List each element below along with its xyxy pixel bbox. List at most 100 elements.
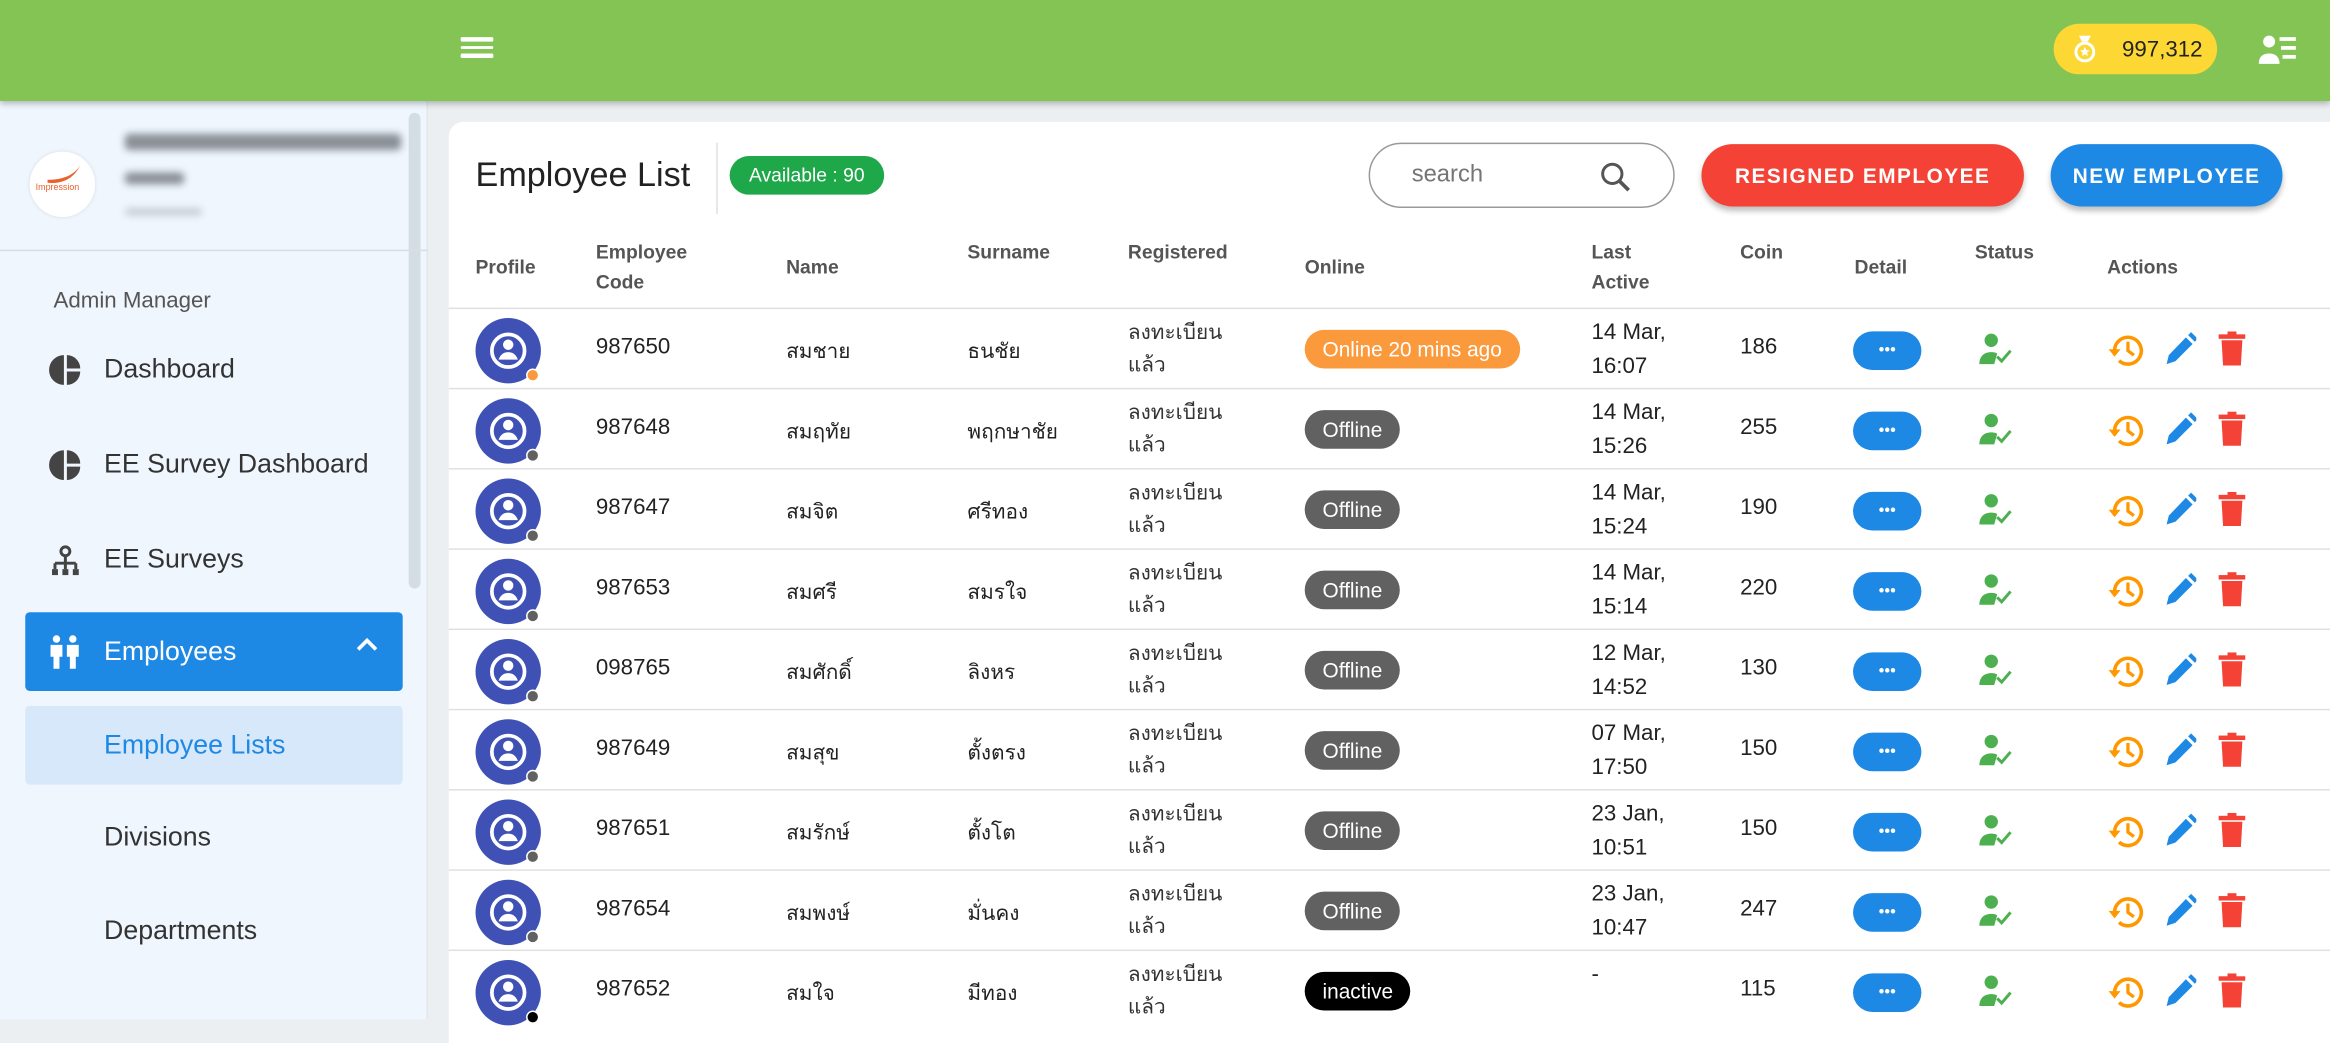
column-header: Status xyxy=(1974,240,2034,264)
column-header: Detail xyxy=(1854,255,1908,278)
detail-button[interactable]: ••• xyxy=(1853,572,1922,611)
edit-pencil-icon[interactable] xyxy=(2164,973,2197,1009)
detail-button[interactable]: ••• xyxy=(1853,411,1922,451)
avatar[interactable] xyxy=(475,478,541,544)
registered-status: ลงทะเบียนแล้ว xyxy=(1127,881,1223,938)
detail-button[interactable]: ••• xyxy=(1853,893,1922,932)
sidebar-scrollbar[interactable] xyxy=(408,112,421,589)
avatar[interactable] xyxy=(475,558,541,625)
history-icon[interactable] xyxy=(2107,973,2146,1012)
history-icon[interactable] xyxy=(2107,893,2146,932)
sidebar-item-divisions[interactable]: Divisions xyxy=(104,821,212,852)
detail-button[interactable]: ••• xyxy=(1853,331,1922,371)
avatar[interactable] xyxy=(475,318,541,384)
hamburger-icon[interactable] xyxy=(460,33,494,63)
presence-dot xyxy=(526,689,540,703)
avatar[interactable] xyxy=(475,879,541,946)
avatar[interactable] xyxy=(475,638,541,705)
sidebar-item-employees[interactable]: Employees xyxy=(25,612,403,691)
edit-pencil-icon[interactable] xyxy=(2164,492,2197,528)
user-icon xyxy=(490,813,527,851)
delete-trash-icon[interactable] xyxy=(2218,732,2246,769)
detail-button[interactable]: ••• xyxy=(1853,973,1922,1012)
delete-trash-icon[interactable] xyxy=(2218,411,2246,448)
edit-pencil-icon[interactable] xyxy=(2164,893,2197,929)
resigned-employee-button[interactable]: RESIGNED EMPLOYEE xyxy=(1701,144,2024,207)
delete-trash-icon[interactable] xyxy=(2218,491,2246,528)
sidebar-item-employee-lists[interactable]: Employee Lists xyxy=(25,705,403,785)
sidebar-item-departments[interactable]: Departments xyxy=(104,915,258,946)
employee-surname: พฤกษาชัย xyxy=(967,419,1059,443)
detail-button[interactable]: ••• xyxy=(1853,732,1922,772)
column-header: Profile xyxy=(475,255,536,278)
search-box[interactable] xyxy=(1368,142,1675,209)
detail-button[interactable]: ••• xyxy=(1853,812,1922,852)
delete-trash-icon[interactable] xyxy=(2218,652,2246,688)
delete-trash-icon[interactable] xyxy=(2218,973,2246,1009)
edit-pencil-icon[interactable] xyxy=(2164,572,2197,608)
person-list-icon[interactable] xyxy=(2258,33,2298,66)
history-icon[interactable] xyxy=(2107,331,2146,370)
user-icon xyxy=(490,894,527,931)
presence-dot xyxy=(526,930,540,944)
edit-pencil-icon[interactable] xyxy=(2164,331,2197,367)
user-icon xyxy=(490,573,527,610)
table-row: 987648 สมฤทัย พฤกษาชัย ลงทะเบียนแล้ว Offline… xyxy=(448,387,2330,468)
employee-surname: มีทอง xyxy=(967,980,1018,1005)
detail-button[interactable]: ••• xyxy=(1853,491,1922,531)
user-check-icon xyxy=(1979,574,2012,605)
online-badge: Offline xyxy=(1304,811,1401,850)
edit-pencil-icon[interactable] xyxy=(2164,652,2197,688)
coin-value: 247 xyxy=(1740,896,1778,922)
sidebar-item-ee-surveys[interactable]: EE Surveys xyxy=(25,520,402,599)
detail-button[interactable]: ••• xyxy=(1853,652,1922,691)
edit-pencil-icon[interactable] xyxy=(2164,412,2197,448)
presence-dot xyxy=(526,368,540,382)
search-input[interactable] xyxy=(1408,160,1588,191)
registered-status: ลงทะเบียนแล้ว xyxy=(1127,640,1223,697)
employee-code: 987649 xyxy=(595,735,671,761)
avatar[interactable] xyxy=(475,719,541,785)
avatar[interactable] xyxy=(475,799,541,865)
sidebar: Impression Admin Manager Dashboard EE Su… xyxy=(0,101,428,1020)
avatar[interactable] xyxy=(475,398,541,464)
employee-code: 987647 xyxy=(595,494,671,521)
sidebar-item-ee-survey-dashboard[interactable]: EE Survey Dashboard xyxy=(25,425,402,504)
column-header: Name xyxy=(786,255,839,278)
avatar[interactable] xyxy=(475,959,541,1026)
history-icon[interactable] xyxy=(2107,572,2146,611)
coin-value: 115 xyxy=(1740,976,1776,1002)
user-check-icon xyxy=(1979,333,2012,365)
employee-code: 987651 xyxy=(595,815,671,842)
history-icon[interactable] xyxy=(2107,412,2146,451)
delete-trash-icon[interactable] xyxy=(2218,893,2246,929)
registered-status: ลงทะเบียนแล้ว xyxy=(1127,720,1223,778)
history-icon[interactable] xyxy=(2107,492,2146,531)
employee-name: สมศรี xyxy=(786,579,837,604)
history-icon[interactable] xyxy=(2107,813,2146,852)
user-check-icon xyxy=(1979,815,2012,846)
edit-pencil-icon[interactable] xyxy=(2164,733,2197,769)
online-badge: Offline xyxy=(1304,650,1401,690)
last-active: 07 Mar, 17:50 xyxy=(1591,720,1666,781)
sidebar-item-dashboard[interactable]: Dashboard xyxy=(25,330,402,409)
page-title: Employee List xyxy=(475,154,691,194)
user-check-icon xyxy=(1979,975,2012,1007)
online-badge: Offline xyxy=(1304,410,1401,449)
employee-code: 987650 xyxy=(595,334,671,360)
company-logo: Impression xyxy=(29,151,96,217)
coin-value: 220 xyxy=(1740,575,1778,601)
available-badge: Available : 90 xyxy=(729,156,884,195)
edit-pencil-icon[interactable] xyxy=(2164,813,2197,849)
history-icon[interactable] xyxy=(2107,652,2146,691)
delete-trash-icon[interactable] xyxy=(2218,331,2246,367)
history-icon[interactable] xyxy=(2107,733,2146,772)
user-check-icon xyxy=(1979,494,2012,525)
delete-trash-icon[interactable] xyxy=(2218,572,2246,608)
chevron-up-icon[interactable] xyxy=(355,636,379,654)
coin-value: 255 xyxy=(1740,414,1778,440)
last-active: 23 Jan, 10:47 xyxy=(1591,881,1665,941)
delete-trash-icon[interactable] xyxy=(2218,812,2246,849)
search-icon[interactable] xyxy=(1599,160,1632,193)
new-employee-button[interactable]: NEW EMPLOYEE xyxy=(2050,144,2283,207)
